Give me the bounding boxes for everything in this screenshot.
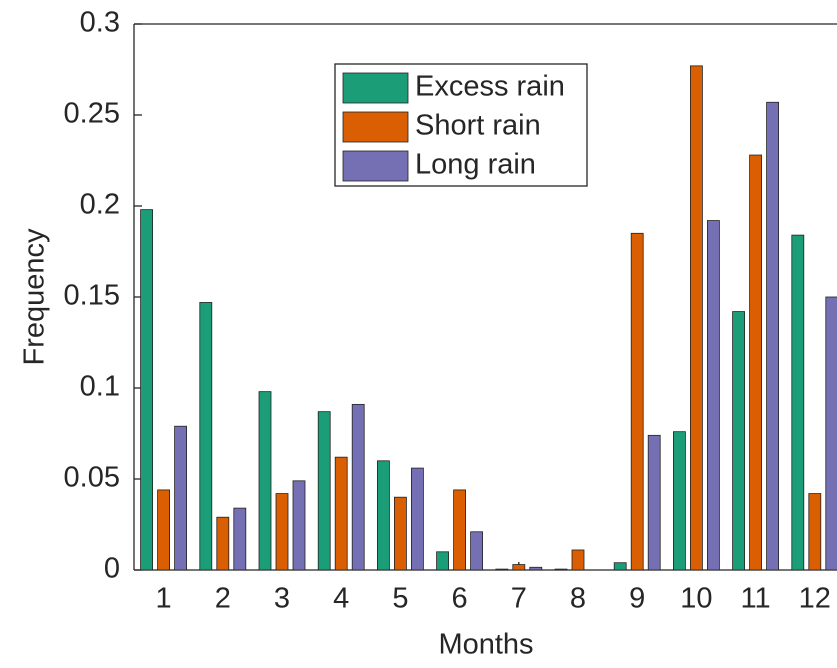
bar <box>140 209 154 571</box>
bar <box>554 568 568 571</box>
bar <box>470 531 484 571</box>
x-tick-label: 11 <box>741 583 771 615</box>
bar <box>766 101 779 571</box>
x-tick-label: 12 <box>799 583 831 615</box>
bar <box>174 425 188 571</box>
bar <box>393 496 407 571</box>
x-tick-label: 7 <box>511 583 527 615</box>
legend-swatch <box>342 72 409 104</box>
bar <box>216 516 230 571</box>
bar <box>436 551 450 571</box>
bar <box>410 467 424 571</box>
x-tick-label: 10 <box>680 583 712 615</box>
x-axis-label: Months <box>438 629 533 661</box>
legend-swatch <box>342 111 409 143</box>
bar <box>292 480 306 571</box>
bar <box>495 568 509 571</box>
x-tick-label: 2 <box>215 583 231 615</box>
x-tick-label: 4 <box>333 583 349 615</box>
legend-swatch <box>342 150 409 182</box>
bar <box>334 456 348 571</box>
legend-label: Excess rain <box>415 71 565 103</box>
x-tick-label: 8 <box>570 583 586 615</box>
bar <box>791 234 805 571</box>
bar <box>749 154 762 571</box>
bar <box>647 434 661 571</box>
bar <box>630 232 644 571</box>
x-tick-label: 6 <box>452 583 468 615</box>
bar <box>512 564 526 571</box>
bar <box>275 493 289 571</box>
bar <box>376 460 390 571</box>
bar <box>707 220 720 571</box>
legend-label: Short rain <box>415 110 541 142</box>
bar <box>199 302 213 571</box>
bar <box>529 566 543 571</box>
bar <box>732 311 745 571</box>
bar <box>613 562 627 571</box>
y-tick-label: 0 <box>104 553 120 585</box>
legend-label: Long rain <box>415 149 536 181</box>
y-tick-label: 0.3 <box>80 7 120 39</box>
x-tick-label: 9 <box>629 583 645 615</box>
bar <box>157 489 171 571</box>
y-tick-label: 0.1 <box>80 371 120 403</box>
x-tick-label: 1 <box>156 583 172 615</box>
y-tick-label: 0.15 <box>64 280 120 312</box>
x-tick-label: 3 <box>274 583 290 615</box>
y-tick-label: 0.2 <box>80 189 120 221</box>
bar <box>351 403 365 571</box>
x-tick-label: 5 <box>392 583 408 615</box>
bar <box>673 431 686 571</box>
bar <box>233 507 247 571</box>
bar <box>317 411 331 571</box>
bar <box>571 549 585 571</box>
y-axis-label: Frequency <box>19 228 51 366</box>
bar <box>825 296 837 571</box>
y-tick-label: 0.05 <box>64 462 120 494</box>
bar <box>453 489 467 571</box>
y-tick-label: 0.25 <box>64 98 120 130</box>
bar <box>258 391 272 571</box>
bar <box>690 65 703 571</box>
bar <box>808 493 822 571</box>
